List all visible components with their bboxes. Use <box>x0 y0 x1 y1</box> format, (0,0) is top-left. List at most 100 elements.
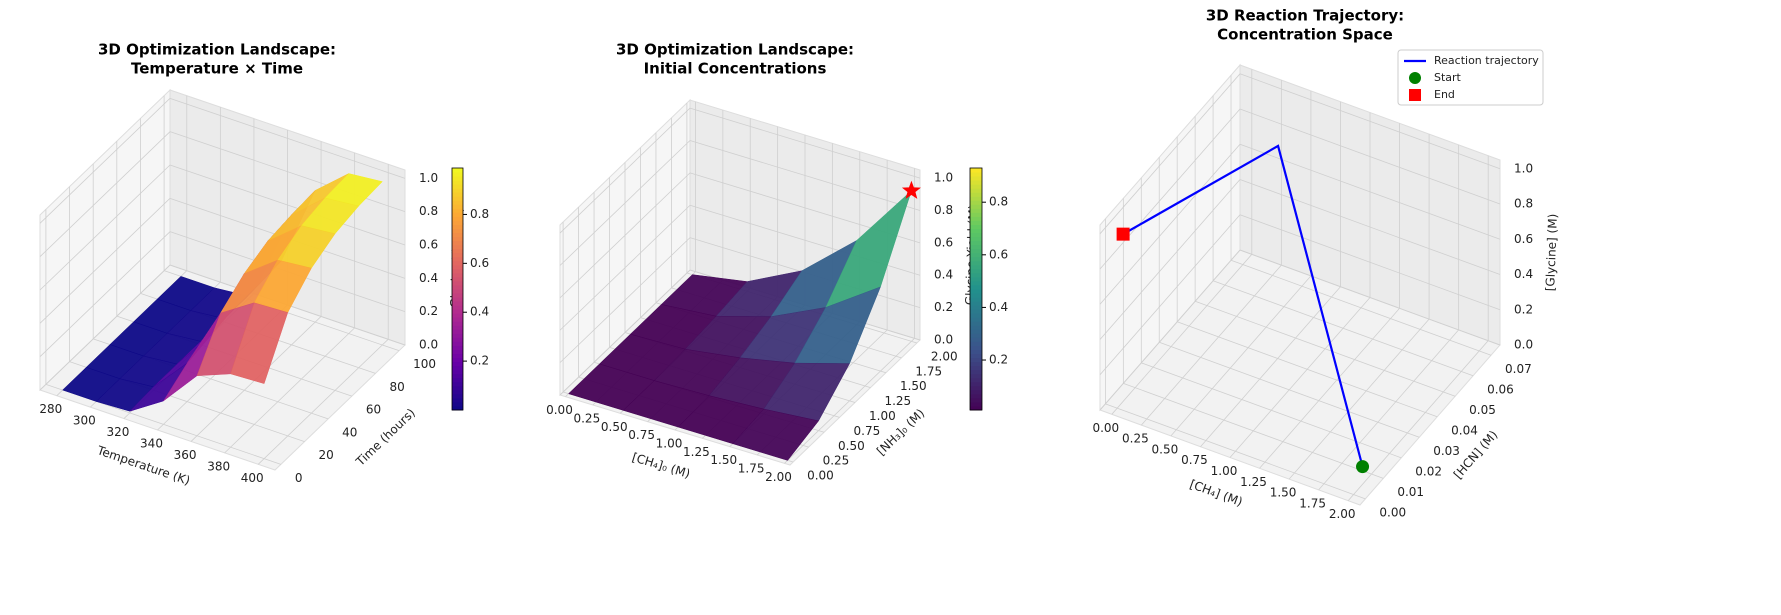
colorbar-segment <box>970 204 982 209</box>
z-tick-label: 0.4 <box>1514 267 1533 281</box>
colorbar-tick-label: 0.8 <box>989 195 1008 209</box>
colorbar-segment <box>452 236 463 242</box>
colorbar-segment <box>970 184 982 189</box>
colorbar-segment <box>970 172 982 177</box>
grid-line <box>1239 249 1501 346</box>
grid-line <box>1099 249 1241 411</box>
grid-line <box>169 164 406 246</box>
chart-title: Concentration Space <box>1217 26 1393 44</box>
z-tick-label: 0.8 <box>1514 197 1533 211</box>
colorbar-segment <box>452 321 463 326</box>
colorbar-segment <box>452 180 463 185</box>
grid-line <box>1099 214 1241 376</box>
colorbar-segment <box>970 369 982 375</box>
z-axis-label: [Glycine] (M) <box>1543 213 1560 291</box>
grid-line <box>1239 179 1501 275</box>
y-tick-label: 100 <box>413 357 436 371</box>
grid-line <box>224 327 355 454</box>
y-tick-label: 0.07 <box>1505 362 1532 376</box>
grid-line <box>559 237 691 363</box>
y-tick-label: 0 <box>295 471 303 485</box>
colorbar-segment <box>452 228 463 234</box>
z-tick-label: 1.0 <box>419 171 438 185</box>
colorbar-segment <box>452 252 463 258</box>
colorbar-segment <box>970 276 982 282</box>
colorbar-segment <box>452 284 463 290</box>
colorbar-segment <box>452 256 463 262</box>
colorbar-segment <box>452 208 463 213</box>
y-tick-label: 0.06 <box>1487 382 1514 396</box>
colorbar-segment <box>452 385 463 391</box>
colorbar-segment <box>452 260 463 266</box>
grid-line <box>689 140 921 211</box>
grid-line <box>559 269 691 396</box>
colorbar-tick-label: 0.4 <box>470 305 489 319</box>
colorbar-segment <box>452 389 463 395</box>
x-tick-label: 1.75 <box>1299 496 1326 510</box>
x-tick-label: 1.50 <box>710 453 737 467</box>
colorbar-segment <box>452 176 463 181</box>
colorbar-segment <box>452 244 463 250</box>
z-tick-label: 0.2 <box>419 304 438 318</box>
colorbar-segment <box>970 176 982 181</box>
colorbar-segment <box>970 313 982 318</box>
colorbar-segment <box>970 188 982 193</box>
colorbar-segment <box>452 224 463 229</box>
colorbar-segment <box>970 389 982 395</box>
colorbar-segment <box>452 200 463 205</box>
colorbar-tick-label: 0.6 <box>470 256 489 270</box>
colorbar-segment <box>970 228 982 234</box>
colorbar-segment <box>452 305 463 310</box>
x-tick-label: 0.25 <box>1122 432 1149 446</box>
colorbar-segment <box>452 248 463 254</box>
x-tick-label: 0.75 <box>1181 453 1208 467</box>
x-tick-label: 1.25 <box>683 445 710 459</box>
optimum-marker <box>901 180 921 199</box>
colorbar-segment <box>452 357 463 363</box>
colorbar-segment <box>970 264 982 270</box>
colorbar-segment <box>970 260 982 266</box>
legend-symbol <box>1409 89 1421 101</box>
x-tick-label: 1.75 <box>738 462 765 476</box>
start-marker <box>1356 460 1370 474</box>
grid-line <box>1099 108 1241 270</box>
grid-line <box>1194 300 1456 397</box>
colorbar-segment <box>970 397 982 403</box>
colorbar-segment <box>452 289 463 294</box>
colorbar-segment <box>970 309 982 314</box>
colorbar-segment <box>970 381 982 387</box>
colorbar-segment <box>970 345 982 350</box>
x-tick-label: 320 <box>106 425 129 439</box>
colorbar-segment <box>970 268 982 274</box>
colorbar-segment <box>452 405 463 411</box>
colorbar-segment <box>452 168 463 173</box>
colorbar-segment <box>452 313 463 318</box>
colorbar-segment <box>970 236 982 242</box>
colorbar-segment <box>452 393 463 399</box>
grid-line <box>1177 321 1438 418</box>
grid-line <box>559 107 691 234</box>
colorbar-segment <box>970 305 982 310</box>
grid-line <box>1141 362 1402 459</box>
surface-patch <box>230 302 289 384</box>
grid-line <box>1239 143 1501 240</box>
grid-line <box>39 264 171 391</box>
colorbar-segment <box>970 325 982 330</box>
x-tick-label: 0.00 <box>546 403 573 417</box>
x-tick-label: 380 <box>207 459 230 473</box>
y-tick-label: 0.02 <box>1415 464 1442 478</box>
surface-patch <box>732 408 820 461</box>
colorbar-segment <box>970 353 982 359</box>
end-marker <box>1116 227 1130 241</box>
grid-line <box>1099 144 1241 305</box>
colorbar-segment <box>452 232 463 238</box>
y-tick-label: 0.00 <box>1379 505 1406 519</box>
z-tick-label: 0.4 <box>934 268 953 282</box>
colorbar-segment <box>970 321 982 326</box>
chart-title: 3D Optimization Landscape: <box>616 41 854 59</box>
colorbar-segment <box>452 317 463 322</box>
y-tick-label: 0.03 <box>1433 444 1460 458</box>
colorbar-segment <box>970 180 982 185</box>
y-tick-label: 0.25 <box>823 454 850 468</box>
